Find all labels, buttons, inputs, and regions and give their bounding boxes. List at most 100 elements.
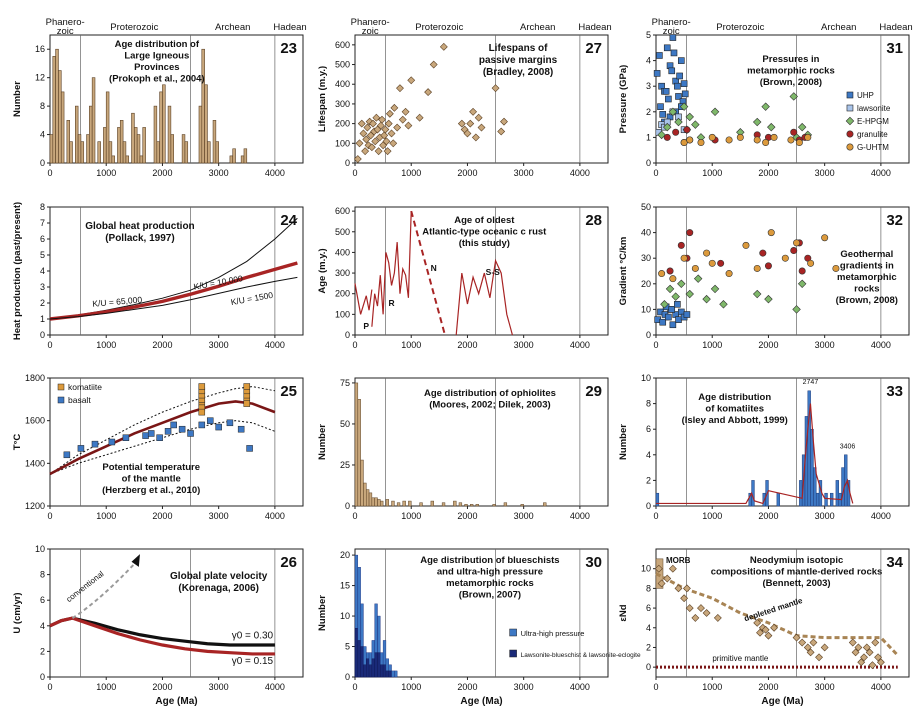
depleted-mantle-line bbox=[655, 572, 899, 657]
scatter-point bbox=[795, 139, 803, 147]
curve-label: K/U = 1500 bbox=[230, 290, 274, 307]
scatter-point bbox=[372, 113, 381, 122]
y-tick-label: 20 bbox=[641, 279, 651, 289]
histogram-bar bbox=[136, 134, 141, 164]
peak-label: 2747 bbox=[803, 379, 819, 386]
scatter-point bbox=[669, 321, 677, 329]
legend-marker bbox=[57, 396, 65, 404]
scatter-point bbox=[424, 88, 433, 97]
scatter-point bbox=[363, 123, 372, 132]
y-axis-label: Number bbox=[618, 424, 629, 460]
scatter-point bbox=[376, 121, 385, 130]
conventional-line bbox=[71, 557, 141, 619]
y-axis-label: Gradient °C/km bbox=[618, 237, 629, 306]
x-tick-label: 1000 bbox=[401, 682, 421, 692]
scatter-point bbox=[742, 241, 750, 249]
scatter-point bbox=[767, 229, 775, 237]
scatter-point bbox=[369, 119, 377, 128]
scatter-point bbox=[237, 425, 245, 433]
panel-p30: 0 1000 2000 3000 4000 0 5 10 15 20 Number Age (Ma) 3… bbox=[317, 548, 641, 707]
y-tick-label: 8 bbox=[40, 570, 45, 580]
histogram-bar bbox=[458, 502, 463, 507]
histogram-bar bbox=[363, 664, 367, 678]
x-tick-label: 3000 bbox=[815, 168, 835, 178]
y-tick-label: 0 bbox=[345, 158, 350, 168]
x-tick-label: 1000 bbox=[96, 682, 116, 692]
y-tick-label: 2 bbox=[40, 298, 45, 308]
series-line bbox=[354, 283, 373, 315]
scatter-point bbox=[815, 653, 823, 662]
scatter-point bbox=[679, 102, 689, 111]
panel-title-line: Global plate velocity bbox=[170, 571, 268, 582]
panel-number: 30 bbox=[585, 554, 602, 571]
scatter-point bbox=[736, 133, 744, 141]
scatter-point bbox=[708, 133, 716, 141]
panel-number: 31 bbox=[886, 40, 903, 57]
segment-label: S-S bbox=[486, 267, 501, 277]
histogram-bar bbox=[142, 127, 146, 164]
x-tick-label: 1000 bbox=[702, 340, 722, 350]
eon-label-phanerozoic: zoic bbox=[57, 26, 74, 37]
x-tick-label: 0 bbox=[653, 682, 658, 692]
y-tick-label: 50 bbox=[340, 419, 350, 429]
y-axis-label: Number bbox=[12, 81, 23, 117]
scatter-point bbox=[806, 648, 815, 657]
scatter-point bbox=[756, 628, 764, 637]
histogram-bar bbox=[799, 480, 803, 507]
scatter-point bbox=[677, 57, 685, 64]
histogram-bar bbox=[204, 84, 208, 164]
scatter-point bbox=[793, 239, 801, 247]
legend-label: basalt bbox=[68, 395, 91, 405]
histogram-bar bbox=[835, 480, 839, 507]
histogram-bar bbox=[354, 628, 359, 678]
scatter-point bbox=[668, 107, 678, 117]
scatter-point bbox=[384, 119, 393, 128]
histogram-bar bbox=[453, 500, 457, 507]
scatter-point bbox=[702, 609, 711, 617]
legend-marker bbox=[57, 383, 65, 391]
legend-marker bbox=[846, 143, 854, 151]
histogram-bar bbox=[108, 141, 113, 164]
x-tick-label: 2000 bbox=[152, 168, 172, 178]
y-tick-label: 0 bbox=[40, 672, 45, 682]
curve-label: K/U = 65,000 bbox=[92, 294, 143, 308]
y-tick-label: 6 bbox=[40, 234, 45, 244]
legend-label: UHP bbox=[857, 91, 874, 100]
histogram-bar bbox=[229, 155, 234, 164]
scatter-point bbox=[91, 440, 99, 448]
scatter-point bbox=[674, 82, 681, 90]
y-tick-label: 25 bbox=[340, 460, 350, 470]
x-tick-label: 4000 bbox=[265, 168, 285, 178]
scatter-point bbox=[680, 139, 688, 147]
scatter-point bbox=[666, 267, 674, 275]
y-tick-label: 5 bbox=[345, 642, 350, 652]
gamma-label: γ0 = 0.30 bbox=[232, 631, 274, 642]
histogram-bar bbox=[201, 48, 205, 164]
x-tick-label: 0 bbox=[352, 340, 357, 350]
x-tick-label: 2000 bbox=[758, 511, 778, 521]
y-tick-label: 3 bbox=[40, 282, 45, 292]
scatter-point bbox=[789, 92, 798, 101]
x-tick-label: 1000 bbox=[96, 168, 116, 178]
panel-title-line: (Bennett, 2003) bbox=[763, 578, 831, 589]
y-tick-label: 5 bbox=[40, 250, 45, 260]
y-tick-label: 1600 bbox=[25, 416, 45, 426]
scatter-point bbox=[681, 90, 689, 98]
legend-marker bbox=[846, 104, 854, 112]
y-tick-label: 30 bbox=[641, 253, 651, 263]
y-tick-label: 1 bbox=[646, 132, 651, 142]
scatter-point bbox=[770, 133, 778, 141]
x-tick-label: 1000 bbox=[401, 511, 421, 521]
plot-frame bbox=[655, 548, 910, 678]
scatter-point bbox=[767, 122, 776, 132]
panel-title-line: Pressures in bbox=[762, 54, 819, 65]
legend-label: komatiite bbox=[68, 382, 102, 392]
histogram-bar bbox=[475, 504, 479, 507]
x-tick-label: 4000 bbox=[570, 168, 590, 178]
y-tick-label: 200 bbox=[335, 119, 350, 129]
x-tick-label: 2000 bbox=[457, 168, 477, 178]
eon-label-proterozoic: Proterozoic bbox=[110, 22, 158, 33]
histogram-bar bbox=[419, 502, 423, 507]
panel-title-line: Atlantic-type oceanic c rust bbox=[422, 227, 547, 238]
panel-number: 25 bbox=[280, 383, 297, 400]
